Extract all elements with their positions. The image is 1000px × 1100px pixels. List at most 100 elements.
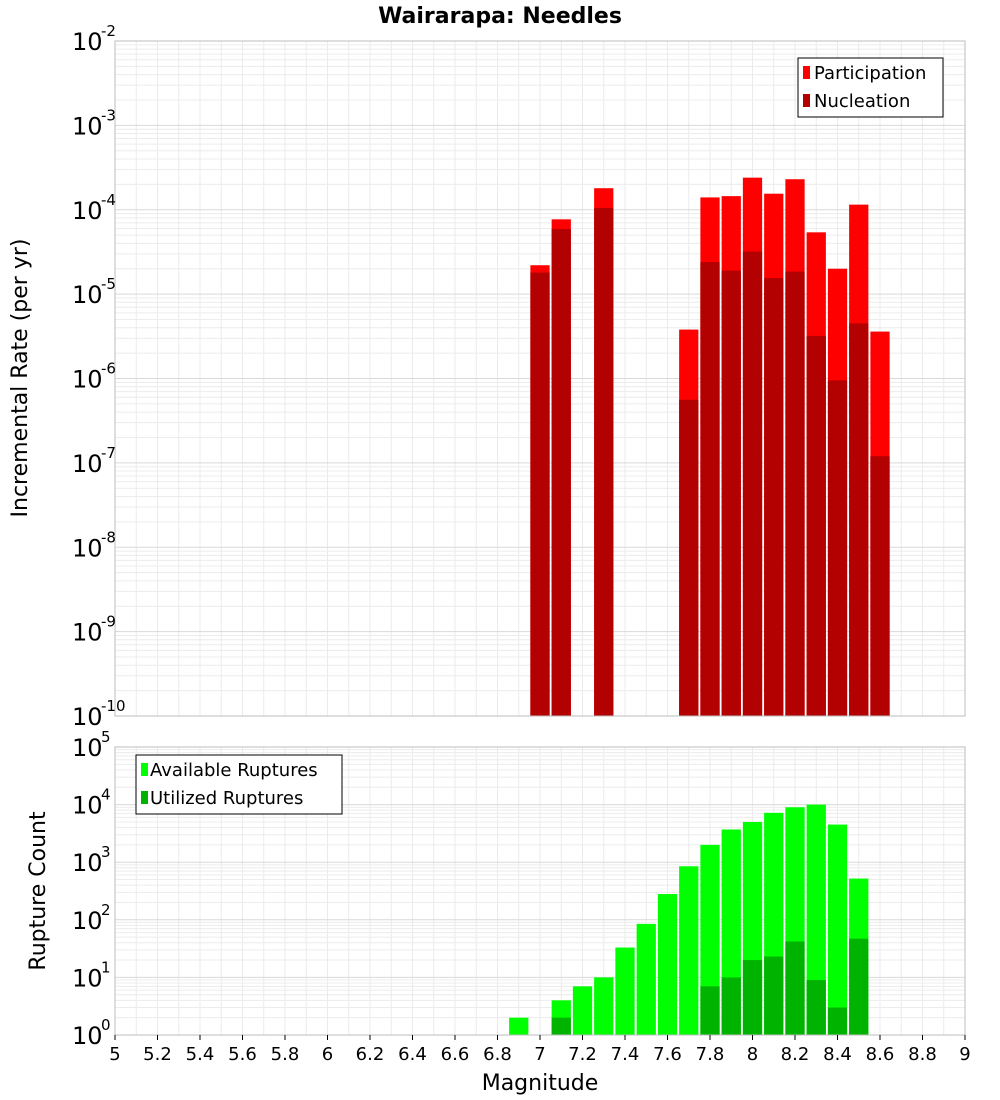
rate-y-tick-label: 10 [72,703,103,731]
count-bar-b [806,980,826,1035]
participation-legend-swatch [803,66,810,79]
rate-y-tick-label: 10 [72,619,103,647]
rate-y-tick-label: 10 [72,534,103,562]
rate-bar-b [849,323,869,716]
x-tick-label: 5.4 [186,1044,215,1065]
rate-bar-b [679,399,699,716]
count-bar-a [806,804,826,1035]
count-y-tick-exponent: 1 [101,958,111,976]
count-y-tick-label: 10 [72,964,103,992]
count-y-tick-label: 10 [72,849,103,877]
x-tick-label: 6.8 [483,1044,512,1065]
nucleation-legend-swatch [803,94,810,107]
rate-y-tick-label: 10 [72,281,103,309]
rate-legend: Participation Nucleation [797,57,944,118]
count-bar-a [509,1017,529,1035]
rate-y-tick-exponent: -4 [101,191,116,209]
utilized-legend-label: Utilized Ruptures [150,788,303,809]
x-tick-label: 7.8 [696,1044,725,1065]
count-bar-a [594,977,614,1035]
count-y-tick-exponent: 5 [101,728,111,746]
count-bar-a [657,894,678,1035]
rate-bar-b [785,271,805,716]
x-tick-label: 5.2 [143,1044,172,1065]
x-tick-label: 7.2 [568,1044,597,1065]
rate-y-tick-label: 10 [72,197,103,225]
rate-y-tick-label: 10 [72,28,103,56]
x-tick-label: 6.6 [441,1044,470,1065]
count-bar-a [615,947,635,1035]
count-bar-a [572,986,593,1035]
rate-bar-b [806,335,826,716]
count-y-tick-exponent: 2 [101,901,111,919]
rate-y-tick-exponent: -10 [101,697,126,715]
rate-bar-b [827,380,848,716]
rate-y-axis-label: Incremental Rate (per yr) [8,239,33,518]
x-tick-label: 7.6 [653,1044,682,1065]
rate-bar-b [700,262,720,716]
x-tick-label: 5 [109,1044,120,1065]
rate-bar-b [594,207,614,716]
rate-bar-b [530,272,550,716]
rate-bar-b [551,229,571,717]
count-y-tick-exponent: 4 [101,786,111,804]
rate-y-tick-exponent: -5 [101,275,116,293]
rate-bar-b [742,251,763,716]
rate-plot-border [114,40,966,717]
nucleation-legend-label: Nucleation [814,91,910,112]
rate-y-tick-exponent: -9 [101,613,116,631]
count-legend-box [135,754,343,815]
x-tick-label: 8.2 [781,1044,810,1065]
rate-bars [530,177,890,717]
chart-title: Wairarapa: Needles [378,4,622,29]
count-bar-a [827,824,848,1035]
x-tick-label: 6 [322,1044,333,1065]
count-bar-a [636,923,656,1035]
x-axis-label: Magnitude [482,1071,599,1096]
available-legend-swatch [141,763,148,776]
rate-y-tick-exponent: -7 [101,444,116,462]
rate-bar-b [764,278,784,716]
x-tick-label: 8.8 [908,1044,937,1065]
x-tick-label: 8.4 [823,1044,852,1065]
x-tick-label: 6.2 [356,1044,385,1065]
rate-y-tick-exponent: -2 [101,22,116,40]
rate-y-tick-label: 10 [72,366,103,394]
rate-legend-box [797,57,944,118]
x-tick-label: 7 [534,1044,545,1065]
count-y-axis-label: Rupture Count [26,811,51,971]
count-x-ticks: 5 5.2 5.4 5.6 5.8 6 6.2 6.4 6.6 6.8 7 7.2 7.4 7.6 7.8 8… [109,1035,971,1065]
x-tick-label: 8.6 [866,1044,895,1065]
count-bar-b [742,960,763,1035]
count-bar-a [679,866,699,1035]
count-bar-b [764,956,784,1035]
count-bar-b [827,1007,848,1035]
count-bars [509,804,869,1035]
count-y-tick-label: 10 [72,734,103,762]
count-bar-b [721,977,741,1035]
rate-y-tick-label: 10 [72,112,103,140]
rate-y-tick-exponent: -6 [101,360,116,378]
x-tick-label: 5.8 [271,1044,300,1065]
x-tick-label: 7.4 [611,1044,640,1065]
available-legend-label: Available Ruptures [150,760,318,781]
count-bar-b [700,986,720,1035]
rate-y-tick-exponent: -3 [101,106,116,124]
x-tick-label: 6.4 [398,1044,427,1065]
participation-legend-label: Participation [814,63,926,84]
count-y-tick-label: 10 [72,792,103,820]
count-bar-b [785,941,805,1035]
x-tick-label: 5.6 [228,1044,257,1065]
count-bar-b [849,938,869,1035]
count-legend: Available Ruptures Utilized Ruptures [135,754,343,815]
rate-bar-b [721,270,741,716]
x-tick-label: 9 [959,1044,970,1065]
count-y-tick-label: 10 [72,1022,103,1050]
count-y-tick-label: 10 [72,907,103,935]
x-tick-label: 8 [747,1044,758,1065]
